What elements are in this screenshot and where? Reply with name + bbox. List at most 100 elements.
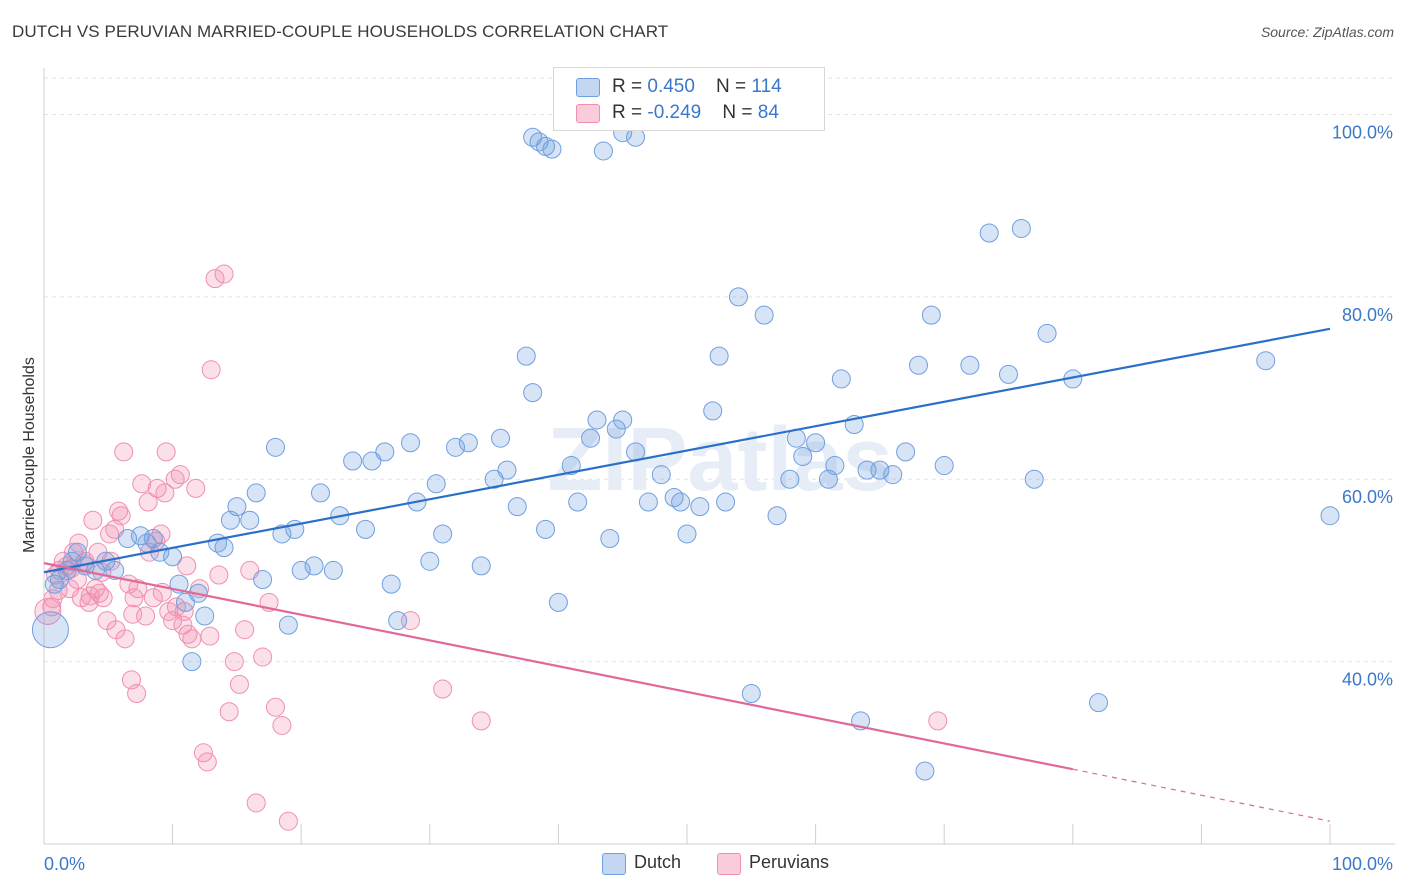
dutch-point: [806, 433, 826, 453]
dutch-point: [536, 519, 556, 539]
dutch-point: [709, 346, 729, 366]
peruvians-point: [124, 588, 144, 608]
dutch-point: [278, 615, 298, 635]
peruvians-point: [253, 647, 273, 667]
dutch-point: [825, 456, 845, 476]
dutch-point: [908, 355, 928, 375]
tick-labels: 40.0% 60.0% 80.0% 100.0% 0.0% 100.0%: [44, 122, 1393, 874]
legend-peruvians-r-label: R =: [612, 102, 648, 123]
dutch-point: [523, 383, 543, 403]
dutch-point: [638, 492, 658, 512]
dutch-point: [246, 483, 266, 503]
dutch-point: [831, 369, 851, 389]
dutch-point: [31, 611, 69, 649]
dutch-point: [716, 492, 736, 512]
peruvians-point: [265, 697, 285, 717]
peruvians-point: [197, 752, 217, 772]
peruvians-point: [193, 743, 213, 763]
dutch-point: [793, 446, 813, 466]
legend-dutch-r-label: R =: [612, 76, 648, 97]
legend-peruvians-n-label: N =: [722, 102, 758, 123]
dutch-point: [265, 437, 285, 457]
dutch-point: [253, 570, 273, 590]
dutch-point: [388, 611, 408, 631]
legend-dutch-r-value: 0.450: [647, 76, 695, 97]
dutch-point: [163, 547, 183, 567]
dutch-point: [587, 410, 607, 430]
dutch-point: [375, 442, 395, 462]
source-label: Source: ZipAtlas.com: [1260, 24, 1394, 40]
dutch-point: [516, 346, 536, 366]
dutch-point: [1024, 469, 1044, 489]
peruvians-point: [165, 469, 185, 489]
dutch-point: [999, 364, 1018, 384]
peruvians-point: [471, 711, 491, 731]
dutch-point: [105, 560, 125, 580]
dutch-point: [195, 606, 215, 626]
peruvians-trend-line: [43, 562, 1074, 771]
legend-dutch-n-value: 114: [751, 76, 782, 97]
dutch-trend-line: [43, 327, 1331, 574]
legend-peruvians-r-value: -0.249: [647, 102, 702, 123]
peruvians-point: [205, 269, 225, 289]
dutch-point: [343, 451, 363, 471]
dutch-point: [568, 492, 588, 512]
peruvians-point: [433, 679, 453, 699]
dutch-point: [548, 592, 568, 612]
peruvians-legend-label: Peruvians: [749, 852, 830, 872]
dutch-swatch: [576, 78, 600, 97]
trend-lines: [43, 327, 1331, 822]
dutch-point: [613, 410, 633, 430]
peruvians-point: [106, 620, 126, 640]
peruvians-point: [928, 711, 948, 731]
dutch-point: [1011, 218, 1031, 238]
dutch-point: [1320, 506, 1340, 526]
peruvians-point: [272, 715, 292, 735]
dutch-point: [323, 560, 343, 580]
peruvians-point: [240, 560, 260, 580]
legend-peruvians-n-value: 84: [757, 102, 779, 123]
peruvians-point: [123, 604, 143, 624]
dutch-point: [728, 287, 748, 307]
peruvians-points: [34, 264, 948, 831]
dutch-point: [491, 428, 511, 448]
dutch-point: [767, 506, 787, 526]
peruvians-point: [156, 442, 176, 462]
peruvians-point: [278, 811, 298, 831]
peruvians-point: [209, 565, 229, 585]
dutch-point: [741, 684, 761, 704]
dutch-point: [433, 524, 453, 544]
peruvians-point: [246, 793, 266, 813]
y-tick-label: 100.0%: [1332, 122, 1393, 142]
dutch-point: [1037, 323, 1057, 343]
dutch-point: [214, 538, 234, 558]
legend: R = 0.450 N = 114 R = -0.249 N = 84: [553, 67, 825, 131]
peruvians-point: [229, 674, 249, 694]
dutch-point: [272, 524, 292, 544]
dutch-point: [484, 469, 504, 489]
peruvians-point: [127, 684, 147, 704]
y-tick-label: 60.0%: [1342, 487, 1393, 507]
dutch-legend-label: Dutch: [634, 852, 682, 872]
dutch-point: [677, 524, 697, 544]
dutch-legend-swatch: [602, 853, 626, 875]
peruvians-point: [235, 620, 255, 640]
dutch-point: [870, 460, 890, 480]
dutch-point: [581, 428, 601, 448]
axes: [43, 68, 1395, 845]
dutch-point: [182, 652, 202, 672]
peruvians-point: [80, 586, 100, 606]
dutch-point: [401, 433, 421, 453]
dutch-point: [1089, 693, 1109, 713]
dutch-point: [227, 497, 247, 517]
dutch-point: [561, 456, 581, 476]
peruvians-point: [173, 615, 193, 635]
dutch-point: [915, 761, 935, 781]
dutch-point: [1256, 351, 1276, 371]
peruvians-point: [132, 474, 152, 494]
dutch-point: [497, 460, 517, 480]
dutch-point: [175, 592, 195, 612]
dutch-point: [960, 355, 980, 375]
peruvians-point: [155, 483, 175, 503]
dutch-point: [651, 465, 671, 485]
